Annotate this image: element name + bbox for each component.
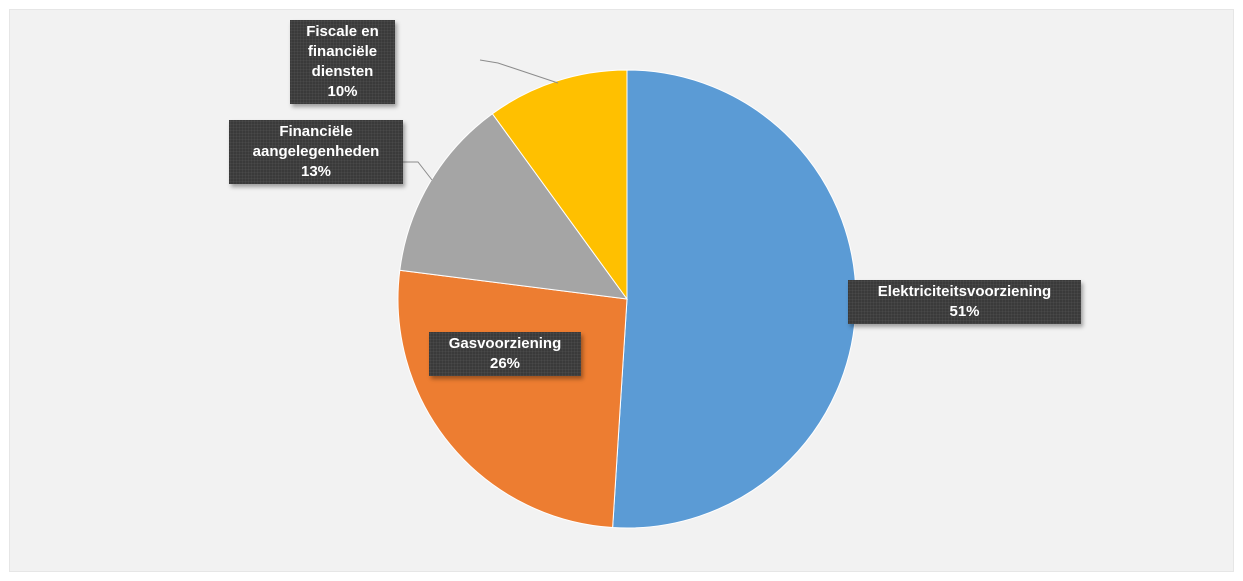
leader-line-fiscale-en-financiele-diensten [479,59,559,84]
leader-line-financiele-aangelegenheden [403,161,433,181]
data-label-financiele-aangelegenheden: Financiële aangelegenheden 13% [229,120,403,184]
pie-slice-1 [397,269,628,529]
leader-lines [403,59,559,181]
pie-slices [397,69,857,529]
pie-slice-3 [491,69,628,301]
chart-area: Elektriciteitsvoorziening 51% Gasvoorzie… [9,9,1234,572]
data-label-fiscale-en-financiele-diensten: Fiscale en financiële diensten 10% [290,20,395,104]
data-label-gasvoorziening: Gasvoorziening 26% [429,332,581,376]
data-label-elektriciteitsvoorziening: Elektriciteitsvoorziening 51% [848,280,1081,324]
pie-slice-2 [399,113,629,300]
pie-slice-0 [612,69,857,529]
